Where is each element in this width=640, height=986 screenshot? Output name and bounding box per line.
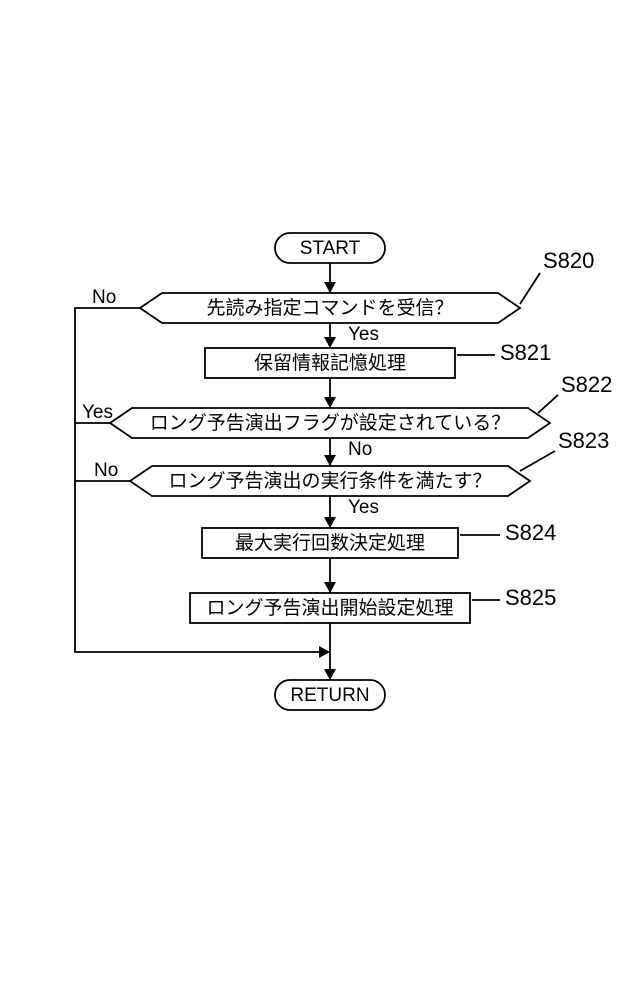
ref-leader-d820 <box>520 273 540 304</box>
ref-label-p825: S825 <box>505 585 556 610</box>
node-p821: 保留情報記憶処理 <box>205 348 455 378</box>
node-label-start: START <box>300 238 361 259</box>
flowchart-canvas: Yes No Yes No Yes No START 先読み指定コマンドを受信？ 保留情報記憶… <box>0 0 640 986</box>
ref-leader-d822 <box>538 395 558 413</box>
ref-label-d822: S822 <box>561 372 612 397</box>
node-label-p824: 最大実行回数決定処理 <box>235 532 425 554</box>
node-p824: 最大実行回数決定処理 <box>202 528 458 558</box>
node-d823: ロング予告演出の実行条件を満たす？ <box>130 466 530 496</box>
node-label-d823: ロング予告演出の実行条件を満たす？ <box>168 470 491 492</box>
ref-label-d823: S823 <box>558 428 609 453</box>
ref-label-p824: S824 <box>505 520 556 545</box>
ref-label-p821: S821 <box>500 340 551 365</box>
node-return: RETURN <box>275 680 385 710</box>
edge-label: Yes <box>348 324 379 345</box>
node-label-d820: 先読み指定コマンドを受信？ <box>206 297 453 319</box>
edge-label: No <box>94 460 118 481</box>
node-label-d822: ロング予告演出フラグが設定されている？ <box>150 412 510 434</box>
node-start: START <box>275 233 385 263</box>
edge-label: No <box>92 287 116 308</box>
ref-label-d820: S820 <box>543 248 594 273</box>
node-label-p821: 保留情報記憶処理 <box>254 352 406 374</box>
ref-leader-d823 <box>520 451 555 471</box>
node-d820: 先読み指定コマンドを受信？ <box>140 293 520 323</box>
node-label-return: RETURN <box>290 685 369 706</box>
node-d822: ロング予告演出フラグが設定されている？ <box>110 408 550 438</box>
edge-label: Yes <box>348 497 379 518</box>
node-label-p825: ロング予告演出開始設定処理 <box>206 597 453 619</box>
edge-label: No <box>348 439 372 460</box>
node-p825: ロング予告演出開始設定処理 <box>190 593 470 623</box>
edge-label: Yes <box>82 402 113 423</box>
